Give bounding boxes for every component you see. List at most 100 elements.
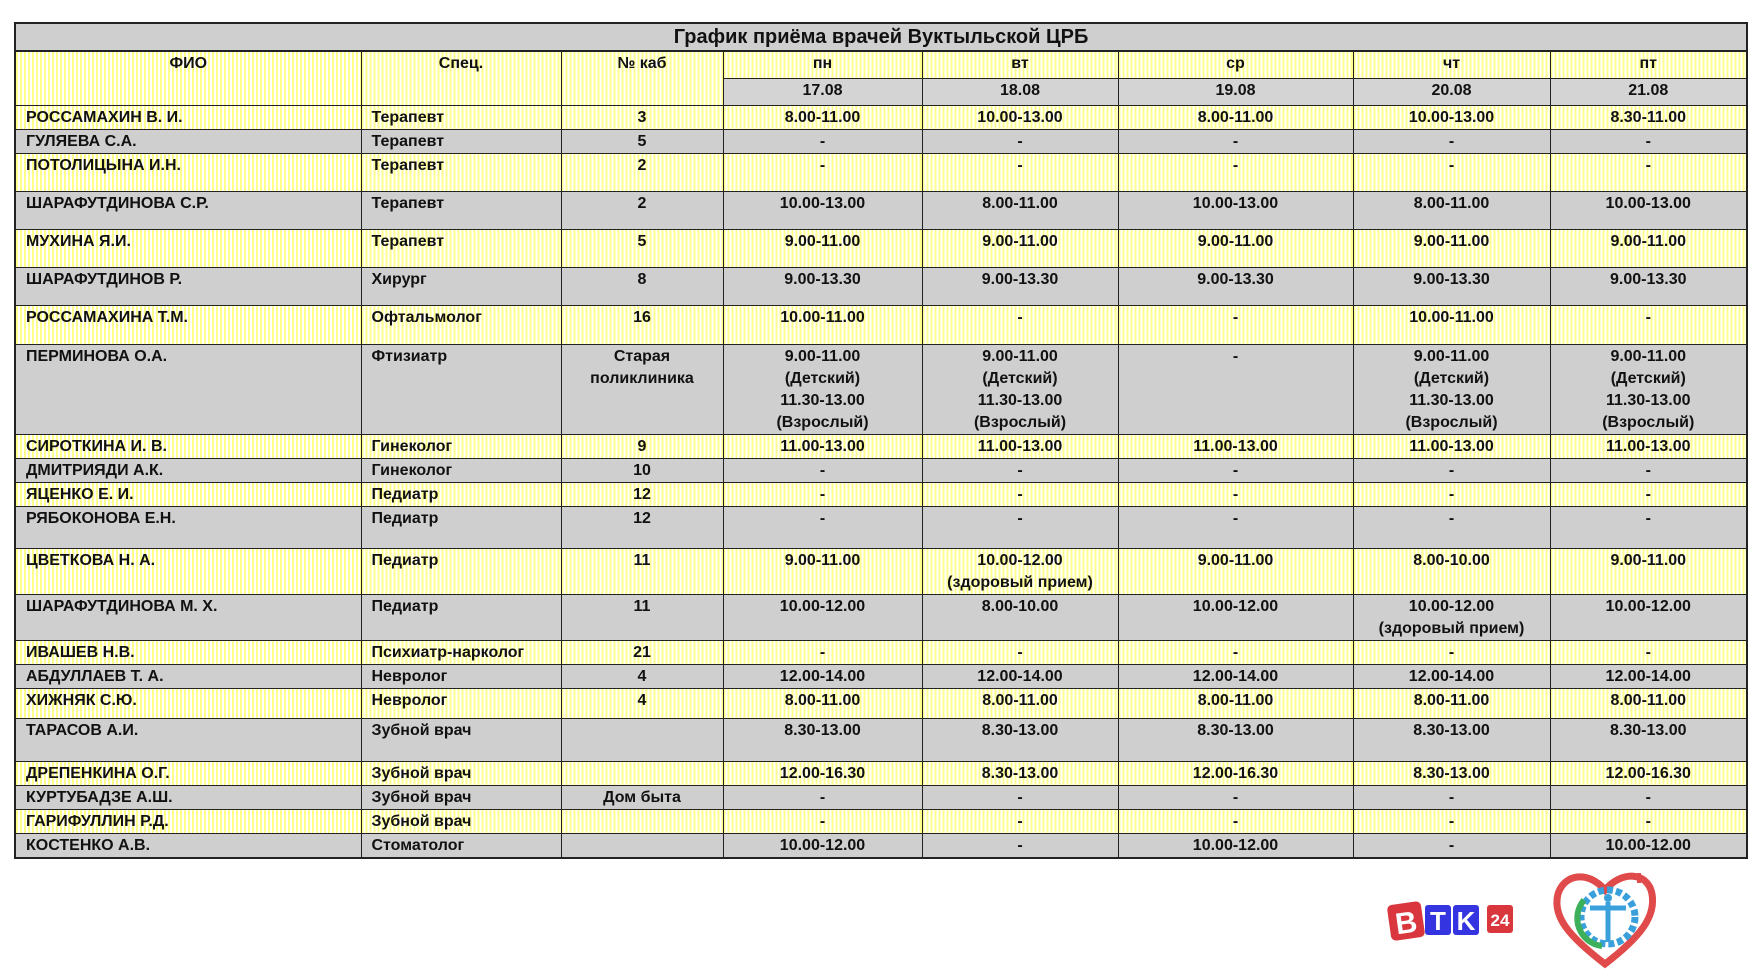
cabinet-number: 2 <box>560 152 724 192</box>
cabinet-number: 16 <box>560 304 724 345</box>
table-row: ШАРАФУТДИНОВ Р. Хирург 8 9.00-13.30 9.00-13.… <box>14 266 1748 306</box>
schedule-time: 9.00-11.00 <box>1549 228 1748 268</box>
schedule-time: 8.00-10.00 <box>921 593 1119 641</box>
schedule-table: График приёма врачей Вуктыльской ЦРБ ФИО… <box>13 22 1749 859</box>
schedule-time: 10.00-13.00 <box>1549 190 1748 230</box>
doctor-specialty: Фтизиатр <box>360 343 562 435</box>
schedule-time: 8.00-11.00 <box>1117 687 1354 719</box>
table-row: РОССАМАХИНА Т.М. Офтальмолог 16 10.00-11.00… <box>14 304 1748 345</box>
doctor-specialty: Зубной врач <box>360 808 562 834</box>
schedule-time: 9.00-11.00 <box>1549 547 1748 595</box>
schedule-time: 9.00-11.00 (Детский) 11.30-13.00 (Взросл… <box>1549 343 1748 435</box>
schedule-time: - <box>1549 304 1748 345</box>
schedule-time: - <box>1549 128 1748 154</box>
table-row: ШАРАФУТДИНОВА М. Х. Педиатр 11 10.00-12.00 8… <box>14 593 1748 641</box>
header-spec: Спец. <box>360 50 562 106</box>
doctor-name: ЦВЕТКОВА Н. А. <box>14 547 362 595</box>
cabinet-number: 21 <box>560 639 724 665</box>
header-day: пт <box>1549 50 1748 79</box>
schedule-time: - <box>1549 784 1748 810</box>
schedule-time: 8.00-10.00 <box>1352 547 1551 595</box>
schedule-time: - <box>1117 784 1354 810</box>
schedule-time: 9.00-13.30 <box>1117 266 1354 306</box>
cabinet-number: 12 <box>560 505 724 549</box>
schedule-time: - <box>1117 481 1354 507</box>
cabinet-number: 9 <box>560 433 724 459</box>
header-day: пн <box>722 50 923 79</box>
schedule-time: 12.00-14.00 <box>1549 663 1748 689</box>
header-cab: № каб <box>560 50 724 106</box>
schedule-time: 10.00-12.00 <box>722 593 923 641</box>
schedule-time: 8.30-13.00 <box>1352 717 1551 762</box>
schedule-time: - <box>921 832 1119 858</box>
schedule-time: 12.00-16.30 <box>1549 760 1748 786</box>
schedule-time: 9.00-13.30 <box>1549 266 1748 306</box>
schedule-time: 12.00-14.00 <box>1117 663 1354 689</box>
doctor-name: АБДУЛЛАЕВ Т. А. <box>14 663 362 689</box>
table-row: АБДУЛЛАЕВ Т. А. Невролог 4 12.00-14.00 12.00… <box>14 663 1748 689</box>
schedule-time: 8.30-13.00 <box>1352 760 1551 786</box>
cabinet-number: 8 <box>560 266 724 306</box>
schedule-time: - <box>1549 808 1748 834</box>
doctor-name: ШАРАФУТДИНОВА М. Х. <box>14 593 362 641</box>
schedule-time: 8.00-11.00 <box>1352 190 1551 230</box>
table-row: ПОТОЛИЦЫНА И.Н. Терапевт 2- - - - - <box>14 152 1748 192</box>
doctor-specialty: Терапевт <box>360 228 562 268</box>
doctor-specialty: Терапевт <box>360 104 562 130</box>
schedule-time: 8.30-13.00 <box>921 760 1119 786</box>
schedule-time: 8.30-13.00 <box>921 717 1119 762</box>
schedule-time: 11.00-13.00 <box>1549 433 1748 459</box>
doctor-specialty: Невролог <box>360 663 562 689</box>
table-row: ХИЖНЯК С.Ю. Невролог 4 8.00-11.00 8.00-11.00… <box>14 687 1748 719</box>
table-row: ШАРАФУТДИНОВА С.Р. Терапевт 2 10.00-13.00 8.… <box>14 190 1748 230</box>
schedule-time: 12.00-14.00 <box>722 663 923 689</box>
schedule-time: 10.00-13.00 <box>1352 104 1551 130</box>
schedule-time: 12.00-16.30 <box>722 760 923 786</box>
doctor-name: СИРОТКИНА И. В. <box>14 433 362 459</box>
header-day: чт <box>1352 50 1551 79</box>
schedule-time: - <box>1352 481 1551 507</box>
table-row: ЯЦЕНКО Е. И. Педиатр 12- - - - - <box>14 481 1748 507</box>
doctor-name: ИВАШЕВ Н.В. <box>14 639 362 665</box>
schedule-time: - <box>921 639 1119 665</box>
schedule-time: - <box>1352 784 1551 810</box>
schedule-time: - <box>722 784 923 810</box>
table-row: КОСТЕНКО А.В. Стоматолог 10.00-12.00-10.00… <box>14 832 1748 858</box>
doctor-name: МУХИНА Я.И. <box>14 228 362 268</box>
doctor-specialty: Гинеколог <box>360 433 562 459</box>
doctor-specialty: Офтальмолог <box>360 304 562 345</box>
schedule-time: 10.00-13.00 <box>921 104 1119 130</box>
doctor-specialty: Педиатр <box>360 593 562 641</box>
header-date: 21.08 <box>1549 77 1748 106</box>
doctor-name: ЯЦЕНКО Е. И. <box>14 481 362 507</box>
cabinet-number <box>560 832 724 858</box>
schedule-time: 9.00-11.00 <box>1117 228 1354 268</box>
schedule-time: 9.00-11.00 (Детский) 11.30-13.00 (Взросл… <box>921 343 1119 435</box>
cabinet-number: 11 <box>560 593 724 641</box>
doctor-name: ТАРАСОВ А.И. <box>14 717 362 762</box>
svg-text:T: T <box>1430 906 1446 936</box>
table-row: ИВАШЕВ Н.В. Психиатр-нарколог 21- - - - - <box>14 639 1748 665</box>
doctor-specialty: Терапевт <box>360 190 562 230</box>
cabinet-number <box>560 717 724 762</box>
table-title: График приёма врачей Вуктыльской ЦРБ <box>13 22 1749 52</box>
schedule-time: 9.00-11.00 (Детский) 11.30-13.00 (Взросл… <box>1352 343 1551 435</box>
schedule-time: 11.00-13.00 <box>722 433 923 459</box>
schedule-time: - <box>1352 457 1551 483</box>
doctor-name: РЯБОКОНОВА Е.Н. <box>14 505 362 549</box>
schedule-time: - <box>722 152 923 192</box>
doctor-specialty: Терапевт <box>360 152 562 192</box>
cabinet-number: 10 <box>560 457 724 483</box>
doctor-specialty: Психиатр-нарколог <box>360 639 562 665</box>
schedule-time: 12.00-16.30 <box>1117 760 1354 786</box>
cabinet-number <box>560 760 724 786</box>
svg-text:24: 24 <box>1491 911 1510 930</box>
schedule-time: 9.00-13.30 <box>722 266 923 306</box>
schedule-time: 10.00-12.00 <box>1549 832 1748 858</box>
schedule-time: - <box>921 304 1119 345</box>
schedule-time: 12.00-14.00 <box>1352 663 1551 689</box>
schedule-time: - <box>1352 808 1551 834</box>
doctor-specialty: Педиатр <box>360 505 562 549</box>
doctor-name: ГУЛЯЕВА С.А. <box>14 128 362 154</box>
schedule-time: - <box>722 505 923 549</box>
